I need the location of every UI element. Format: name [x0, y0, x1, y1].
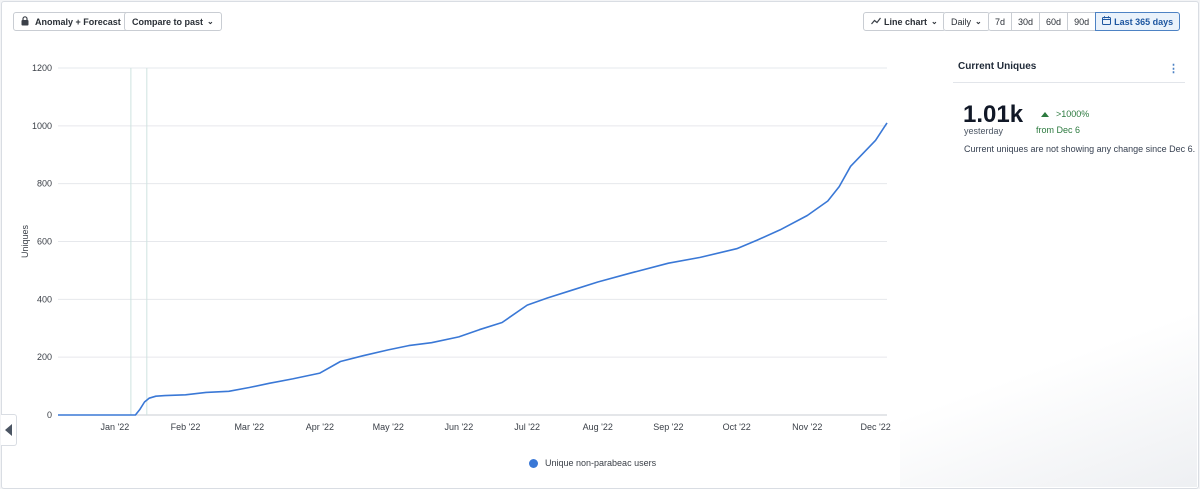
- x-tick-label: Nov '22: [792, 422, 822, 432]
- x-tick-label: Sep '22: [653, 422, 683, 432]
- calendar-icon: [1102, 16, 1112, 27]
- change-badge: >1000%: [1041, 109, 1089, 119]
- chevron-down-icon: ⌄: [207, 17, 214, 26]
- active-range-label: Last 365 days: [1114, 16, 1174, 27]
- background-shade: [900, 300, 1197, 487]
- y-tick-label: 1200: [32, 63, 52, 73]
- anomaly-forecast-button[interactable]: Anomaly + Forecast: [13, 12, 129, 31]
- x-tick-label: Mar '22: [234, 422, 264, 432]
- x-tick-label: Apr '22: [306, 422, 334, 432]
- y-tick-label: 0: [47, 410, 52, 420]
- compare-label: Compare to past: [132, 16, 204, 27]
- arrow-up-icon: [1041, 111, 1049, 117]
- x-tick-label: Oct '22: [723, 422, 751, 432]
- line-chart-icon: [871, 17, 881, 27]
- range-30d[interactable]: 30d: [1011, 12, 1041, 31]
- y-tick-label: 400: [37, 294, 52, 304]
- value-caption: yesterday: [964, 126, 1004, 136]
- chart-legend[interactable]: Unique non-parabeac users: [529, 458, 656, 468]
- y-tick-label: 200: [37, 352, 52, 362]
- x-tick-label: Aug '22: [583, 422, 613, 432]
- chart-type-label: Line chart: [884, 16, 928, 27]
- range-last-365-days[interactable]: Last 365 days: [1095, 12, 1181, 31]
- date-range-selector: 7d 30d 60d 90d Last 365 days: [988, 12, 1181, 31]
- series-line: [58, 122, 888, 416]
- chevron-down-icon: ⌄: [931, 17, 938, 26]
- range-7d[interactable]: 7d: [988, 12, 1013, 31]
- summary-note: Current uniques are not showing any chan…: [964, 144, 1196, 154]
- compare-to-past-dropdown[interactable]: Compare to past ⌄: [124, 12, 222, 31]
- interval-label: Daily: [951, 16, 972, 27]
- change-value: >1000%: [1056, 109, 1090, 119]
- y-tick-label: 800: [37, 179, 52, 189]
- y-tick-label: 600: [37, 237, 52, 247]
- x-tick-label: Feb '22: [171, 422, 201, 432]
- interval-dropdown[interactable]: Daily ⌄: [943, 12, 990, 31]
- anomaly-forecast-label: Anomaly + Forecast: [35, 16, 121, 27]
- x-tick-label: Jul '22: [514, 422, 540, 432]
- x-tick-label: Jan '22: [101, 422, 130, 432]
- lock-icon: [21, 15, 29, 28]
- chart-type-dropdown[interactable]: Line chart ⌄: [863, 12, 946, 31]
- chevron-down-icon: ⌄: [975, 17, 982, 26]
- more-options-icon[interactable]: ⋮: [1168, 63, 1179, 75]
- y-axis-label: Uniques: [20, 224, 30, 258]
- x-tick-label: Jun '22: [444, 422, 473, 432]
- range-90d[interactable]: 90d: [1067, 12, 1097, 31]
- current-uniques-value: 1.01k: [963, 101, 1024, 128]
- summary-title: Current Uniques: [958, 61, 1037, 72]
- line-chart: 0 200 400 600 800 1000 1200 Uniques Jan '22 Feb '…: [20, 63, 891, 432]
- x-tick-label: Dec '22: [860, 422, 890, 432]
- change-from: from Dec 6: [1036, 125, 1081, 135]
- divider: [953, 82, 1185, 83]
- range-60d[interactable]: 60d: [1039, 12, 1069, 31]
- collapse-panel-button[interactable]: [1, 414, 17, 446]
- chevron-left-icon: [5, 424, 12, 436]
- y-tick-label: 1000: [32, 121, 52, 131]
- legend-series-label: Unique non-parabeac users: [545, 458, 657, 468]
- series-color-dot: [529, 458, 538, 468]
- x-tick-label: May '22: [373, 422, 404, 432]
